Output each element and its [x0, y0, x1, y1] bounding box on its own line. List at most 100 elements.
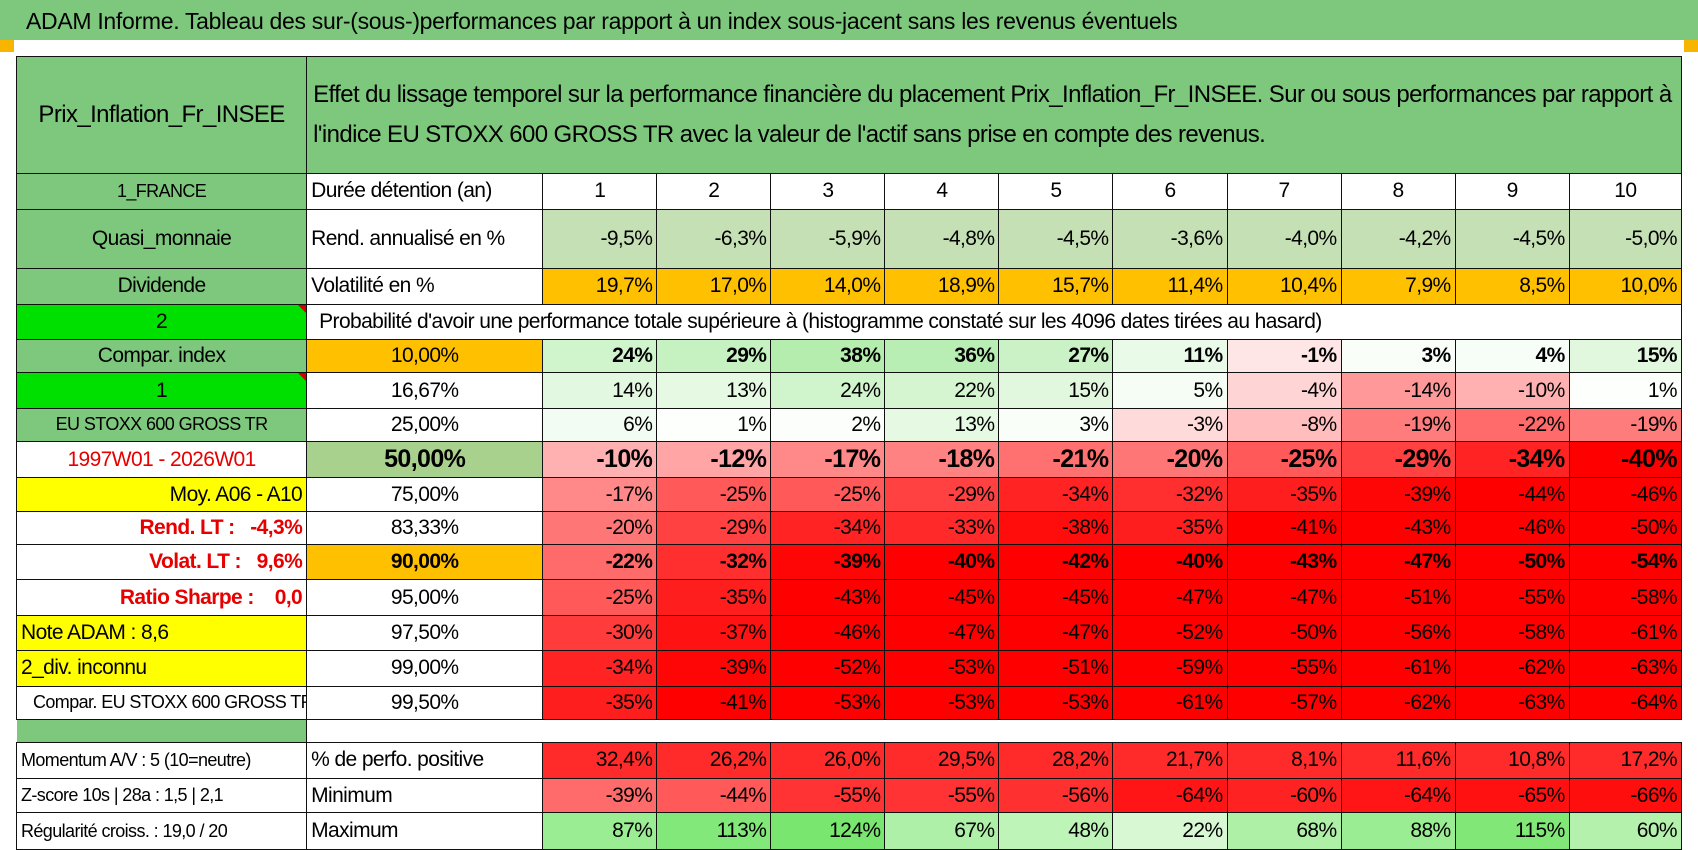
percentile-cell: -37% — [656, 614, 772, 652]
min-value: -64% — [1340, 778, 1456, 814]
percentile-cell: 24% — [770, 372, 886, 409]
max-value: 22% — [1112, 812, 1228, 850]
percentile-cell: -63% — [1568, 650, 1683, 687]
regularite: Régularité croiss. : 19,0 / 20 — [15, 812, 308, 850]
percentile-cell: -50% — [1454, 544, 1570, 581]
min-value: -44% — [656, 778, 772, 814]
percentile-cell: -14% — [1340, 372, 1456, 409]
percentile-cell: -56% — [1340, 614, 1456, 652]
percentile-cell: 2% — [770, 407, 886, 443]
vol-value: 18,9% — [884, 268, 1000, 305]
volat-lt: Volat. LT : 9,6% — [15, 544, 308, 581]
percentile-cell: -42% — [998, 544, 1114, 581]
type: Dividende — [15, 268, 308, 305]
percentile-cell: -19% — [1568, 407, 1683, 443]
choice-selector-1[interactable]: 2 — [15, 303, 308, 341]
percentile-cell: -52% — [1112, 614, 1228, 652]
percentile-cell: -34% — [770, 510, 886, 546]
percentile-cell: -55% — [1454, 579, 1570, 616]
percentile-cell: -25% — [542, 579, 658, 616]
percentile-cell: -63% — [1454, 685, 1570, 720]
percentile-cell: -4% — [1226, 372, 1342, 409]
percentile-cell: -39% — [1340, 477, 1456, 512]
percentile-cell: -40% — [1568, 440, 1683, 479]
percentile-cell: -61% — [1568, 614, 1683, 652]
percentile-cell: -35% — [1226, 477, 1342, 512]
percentile-cell: -52% — [770, 650, 886, 687]
percentile-row: Rend. LT : -4,3% 83,33% -20% -29% -34% -… — [15, 510, 1683, 546]
spacer-blank — [307, 719, 1682, 742]
max-value: 87% — [542, 812, 658, 850]
year-header: 1 — [542, 172, 658, 210]
percentile-cell: -3% — [1112, 407, 1228, 443]
min-value: -39% — [542, 778, 658, 814]
vol-value: 15,7% — [998, 268, 1114, 305]
percentile-cell: 3% — [1340, 339, 1456, 374]
percentile-label: 97,50% — [306, 614, 544, 652]
percentile-cell: -46% — [1454, 510, 1570, 546]
percentile-cell: -35% — [1112, 510, 1228, 546]
percentile-cell: -34% — [998, 477, 1114, 512]
max-value: 124% — [770, 812, 886, 850]
percentile-row: 2_div. inconnu 99,00% -34% -39% -52% -53… — [15, 650, 1683, 687]
percentile-cell: -59% — [1112, 650, 1228, 687]
duree-label: Durée détention (an) — [306, 172, 544, 210]
max-value: 60% — [1568, 812, 1683, 850]
percentile-cell: -64% — [1568, 685, 1683, 720]
vol-label: Volatilité en % — [306, 268, 544, 305]
rend-value: -3,6% — [1112, 208, 1228, 270]
period: 1997W01 - 2026W01 — [15, 440, 308, 479]
percentile-cell: -33% — [884, 510, 1000, 546]
year-header: 5 — [998, 172, 1114, 210]
percentile-label: 50,00% — [306, 440, 544, 479]
vol-value: 7,9% — [1340, 268, 1456, 305]
compar-index-label: Compar. index — [15, 339, 308, 374]
rend-label: Rend. annualisé en % — [306, 208, 544, 270]
percentile-cell: 4% — [1454, 339, 1570, 374]
percentile-cell: -61% — [1340, 650, 1456, 687]
asset-name: Prix_Inflation_Fr_INSEE — [15, 56, 308, 174]
percentile-cell: -20% — [1112, 440, 1228, 479]
pos-value: 26,2% — [656, 741, 772, 780]
year-header: 10 — [1568, 172, 1683, 210]
percentile-label: 99,50% — [306, 685, 544, 720]
percentile-cell: 13% — [884, 407, 1000, 443]
rend-lt: Rend. LT : -4,3% — [15, 510, 308, 546]
percentile-label: 75,00% — [306, 477, 544, 512]
percentile-cell: -12% — [656, 440, 772, 479]
pos-value: 11,6% — [1340, 741, 1456, 780]
percentile-cell: -35% — [656, 579, 772, 616]
percentile-cell: -1% — [1226, 339, 1342, 374]
min-value: -56% — [998, 778, 1114, 814]
min-value: -65% — [1454, 778, 1570, 814]
min-value: -55% — [770, 778, 886, 814]
percentile-cell: -55% — [1226, 650, 1342, 687]
percentile-cell: -34% — [542, 650, 658, 687]
vol-value: 19,7% — [542, 268, 658, 305]
note-adam: Note ADAM : 8,6 — [15, 614, 308, 652]
percentile-cell: 11% — [1112, 339, 1228, 374]
max-value: 48% — [998, 812, 1114, 850]
percentile-cell: 15% — [1568, 339, 1683, 374]
percentile-cell: -50% — [1568, 510, 1683, 546]
percentile-cell: 15% — [998, 372, 1114, 409]
year-header: 6 — [1112, 172, 1228, 210]
year-header: 4 — [884, 172, 1000, 210]
sharpe-label: Ratio Sharpe : — [119, 585, 255, 609]
percentile-cell: -50% — [1226, 614, 1342, 652]
percentile-cell: -34% — [1454, 440, 1570, 479]
percentile-row: Compar. index 10,00% 24% 29% 38% 36% 27%… — [15, 339, 1683, 374]
min-label: Minimum — [306, 778, 544, 814]
vol-value: 10,0% — [1568, 268, 1683, 305]
min-value: -55% — [884, 778, 1000, 814]
rend-lt-value: -4,3% — [250, 515, 303, 539]
spacer-row — [16, 718, 1682, 743]
percentile-cell: -53% — [998, 685, 1114, 720]
percentile-cell: -53% — [884, 650, 1000, 687]
percentile-cell: -51% — [1340, 579, 1456, 616]
percentile-label: 99,00% — [306, 650, 544, 687]
percentile-cell: -47% — [998, 614, 1114, 652]
category: Quasi_monnaie — [15, 208, 308, 270]
percentile-cell: -51% — [998, 650, 1114, 687]
choice-selector-2[interactable]: 1 — [15, 372, 308, 409]
